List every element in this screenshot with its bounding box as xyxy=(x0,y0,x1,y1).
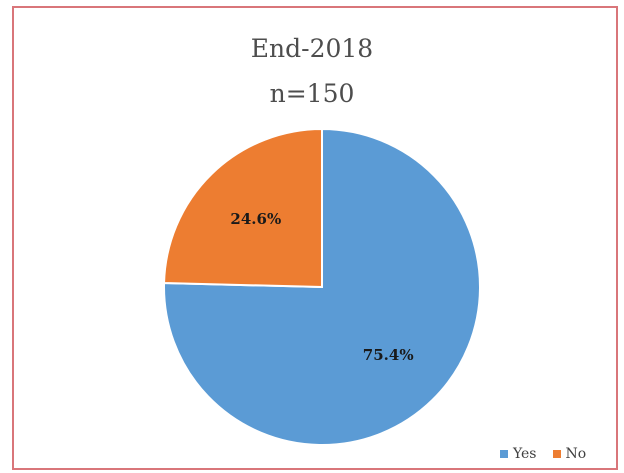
data-label-no: 24.6% xyxy=(230,210,281,228)
legend-swatch-no xyxy=(552,450,561,458)
legend-item-yes: Yes xyxy=(500,446,537,462)
legend-item-no: No xyxy=(552,446,587,462)
legend-label-no: No xyxy=(565,446,587,462)
legend-label-yes: Yes xyxy=(513,446,537,462)
pie-slice-no xyxy=(163,127,323,289)
data-label-yes: 75.4% xyxy=(363,346,414,364)
legend-swatch-yes xyxy=(500,450,508,458)
chart-subtitle: n=150 xyxy=(269,79,355,108)
chart-title: End-2018 xyxy=(250,34,374,63)
chart-legend: Yes No xyxy=(500,444,586,464)
